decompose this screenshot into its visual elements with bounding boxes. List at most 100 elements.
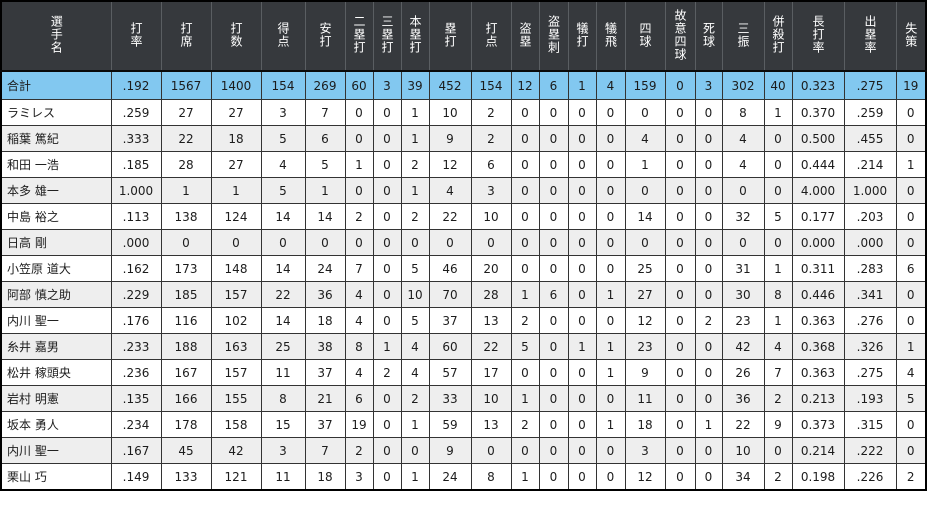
- stat-cell: 0: [595, 463, 626, 491]
- stat-cell: .236: [110, 359, 162, 386]
- stat-cell: .283: [843, 255, 897, 282]
- player-name: 岩村 明憲: [0, 385, 112, 412]
- stat-cell: 1: [895, 151, 927, 178]
- stat-cell: 0: [372, 203, 402, 230]
- column-header-label: 故意四球: [673, 8, 687, 61]
- player-name: 坂本 勇人: [0, 411, 112, 438]
- stat-cell: 5: [400, 255, 430, 282]
- table-row: 内川 聖一 .167 45 42 3 7 2 0 0 9 0 0 0 0 0 3 0 0 10 0 0.214.222 0: [0, 437, 927, 464]
- stat-cell: 60: [344, 70, 374, 100]
- stat-cell: 0: [510, 99, 540, 126]
- stat-cell: 0: [470, 229, 512, 256]
- total-label: 合計: [0, 70, 112, 100]
- table-row: 松井 稼頭央 .236 167 157 11 37 4 2 4 57 17 0 0 0 1 9 0 0 26 7 0.3…: [0, 359, 927, 386]
- stat-cell: 0: [664, 203, 696, 230]
- stat-cell: 0: [895, 281, 927, 308]
- stat-cell: 8: [260, 385, 306, 412]
- column-header: 併殺打: [763, 1, 793, 72]
- column-header-label: 安打: [318, 21, 332, 48]
- stat-cell: 4: [595, 70, 626, 100]
- stat-cell: 0: [694, 229, 723, 256]
- stat-cell: 0: [538, 229, 569, 256]
- stat-cell: .167: [110, 437, 162, 464]
- stat-cell: 0: [763, 177, 793, 204]
- stat-cell: 6: [895, 255, 927, 282]
- stat-cell: 0: [372, 411, 402, 438]
- stat-cell: 0: [304, 229, 346, 256]
- stat-cell: 34: [721, 463, 765, 491]
- stat-cell: 0: [567, 359, 597, 386]
- stat-cell: 27: [160, 99, 212, 126]
- stat-cell: 0: [624, 99, 666, 126]
- stat-cell: 0: [372, 255, 402, 282]
- stat-cell: 0: [538, 125, 569, 152]
- stat-cell: 0: [664, 99, 696, 126]
- column-header: 打点: [470, 1, 512, 72]
- stat-cell: 1: [400, 125, 430, 152]
- stat-cell: 14: [260, 307, 306, 334]
- stat-cell: .341: [843, 281, 897, 308]
- column-header: 二塁打: [344, 1, 374, 72]
- stat-cell: 0: [895, 203, 927, 230]
- table-row: 中島 裕之 .113 138 124 14 14 2 0 2 22 10 0 0 0 0 14 0 0 32 5 0.1…: [0, 203, 927, 230]
- stat-cell: .275: [843, 359, 897, 386]
- column-header: 盗塁刺: [538, 1, 569, 72]
- stat-cell: 0.198: [791, 463, 845, 491]
- table-row: 小笠原 道大 .162 173 148 14 24 7 0 5 46 20 0 0 0 0 25 0 0 31 1 0.…: [0, 255, 927, 282]
- stat-cell: 0.363: [791, 307, 845, 334]
- stat-cell: 0: [763, 437, 793, 464]
- stat-cell: 0: [694, 463, 723, 491]
- stat-cell: 0: [664, 411, 696, 438]
- column-header-label: 塁打: [443, 21, 457, 48]
- stat-cell: 0: [372, 99, 402, 126]
- stat-cell: 0: [538, 411, 569, 438]
- stat-cell: .315: [843, 411, 897, 438]
- column-header: 四球: [624, 1, 666, 72]
- stat-cell: .455: [843, 125, 897, 152]
- stat-cell: 154: [470, 70, 512, 100]
- stat-cell: 4: [428, 177, 472, 204]
- stat-cell: 0: [664, 125, 696, 152]
- stat-cell: 0: [510, 229, 540, 256]
- stat-cell: 5: [304, 151, 346, 178]
- stat-cell: .233: [110, 333, 162, 360]
- stat-cell: 22: [160, 125, 212, 152]
- stat-cell: 3: [260, 99, 306, 126]
- stat-cell: 0: [664, 333, 696, 360]
- stat-cell: .000: [843, 229, 897, 256]
- stat-cell: 0: [721, 177, 765, 204]
- column-header: 盗塁: [510, 1, 540, 72]
- stat-cell: .333: [110, 125, 162, 152]
- stat-cell: 0: [567, 255, 597, 282]
- table-row: 和田 一浩 .185 28 27 4 5 1 0 2 12 6 0 0 0 0 1 0 0 4 0 0.444.214 1: [0, 151, 927, 178]
- stat-cell: 4: [895, 359, 927, 386]
- player-name: 日高 剛: [0, 229, 112, 256]
- player-name: 中島 裕之: [0, 203, 112, 230]
- stat-cell: 0: [567, 151, 597, 178]
- stat-cell: .203: [843, 203, 897, 230]
- column-header: 得点: [260, 1, 306, 72]
- stat-cell: 0: [694, 151, 723, 178]
- stat-cell: .326: [843, 333, 897, 360]
- stat-cell: 155: [210, 385, 262, 412]
- column-header-label: 三振: [736, 21, 750, 48]
- stat-cell: 4: [260, 151, 306, 178]
- column-header-label: 犠打: [575, 21, 589, 48]
- player-name: 阿部 慎之助: [0, 281, 112, 308]
- stat-cell: 22: [721, 411, 765, 438]
- stat-cell: 0.177: [791, 203, 845, 230]
- column-header: 安打: [304, 1, 346, 72]
- stat-cell: 2: [694, 307, 723, 334]
- stat-cell: 0: [470, 437, 512, 464]
- stat-cell: 18: [304, 307, 346, 334]
- stat-cell: 0: [895, 125, 927, 152]
- column-header-label: 三塁打: [380, 15, 394, 54]
- stat-cell: 0: [595, 99, 626, 126]
- stat-cell: .193: [843, 385, 897, 412]
- stat-cell: 10: [400, 281, 430, 308]
- stat-cell: 0: [538, 463, 569, 491]
- stat-cell: 1: [567, 70, 597, 100]
- stat-cell: 0: [372, 463, 402, 491]
- stat-cell: 40: [763, 70, 793, 100]
- stat-cell: 14: [260, 203, 306, 230]
